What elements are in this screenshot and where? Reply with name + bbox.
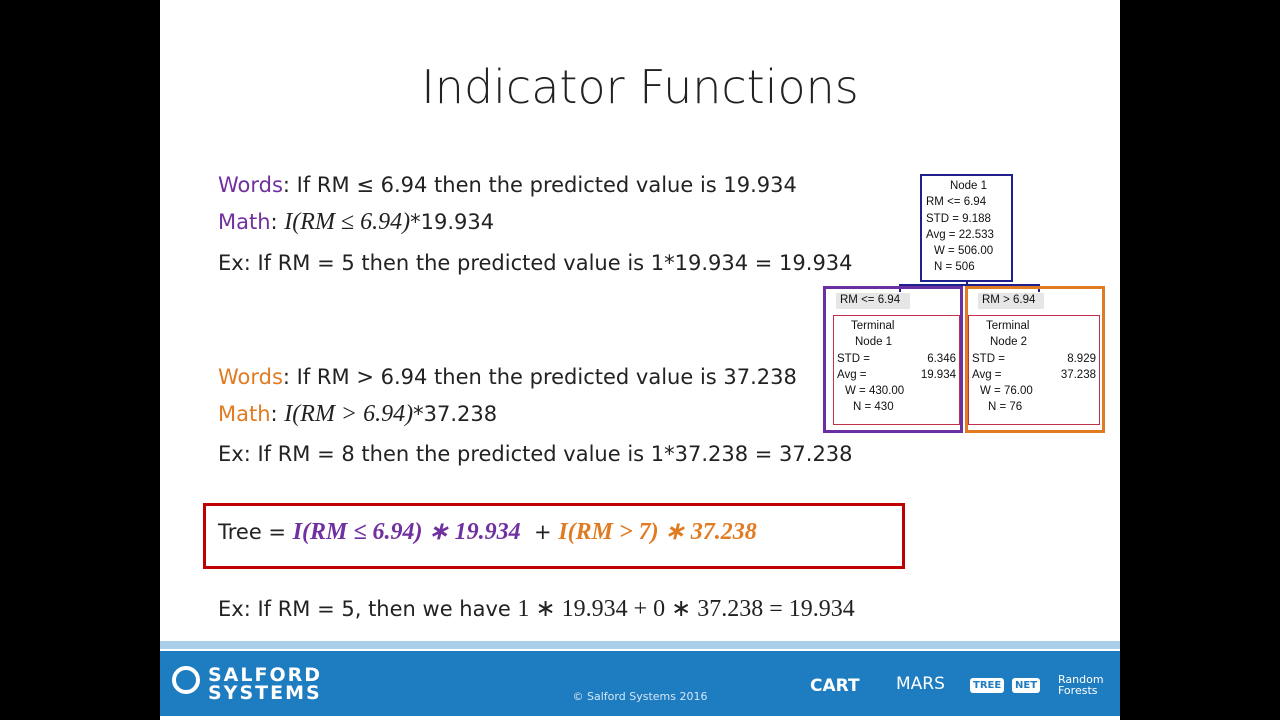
math-expr: I(RM ≤ 6.94) xyxy=(284,209,411,235)
math-rest: *37.238 xyxy=(413,402,498,426)
node-1: Node 1 RM <= 6.94 STD = 9.188 Avg = 22.533 W… xyxy=(920,174,1013,282)
row-value: 19.934 xyxy=(920,368,956,381)
words-label: Words xyxy=(218,173,283,197)
terminal-frame xyxy=(823,286,963,433)
logo: MARS xyxy=(896,674,945,694)
math-line: Math: I(RM ≤ 6.94)*19.934 xyxy=(218,209,494,236)
words-line: Words: If RM ≤ 6.94 then the predicted v… xyxy=(218,173,797,197)
row-value: 37.238 xyxy=(1060,368,1096,381)
split-label: RM <= 6.94 xyxy=(836,293,910,309)
formula-term: I(RM ≤ 6.94) ∗ 19.934 xyxy=(292,519,521,545)
title: Indicator Functions xyxy=(421,60,859,114)
formula-prefix: Tree = xyxy=(218,520,293,544)
node-title: Terminal xyxy=(851,320,895,332)
math-line: Math: I(RM > 6.94)*37.238 xyxy=(218,401,497,428)
node-line: STD = 9.188 xyxy=(926,212,991,225)
node-line: W = 76.00 xyxy=(980,385,1033,398)
logo-icon xyxy=(172,666,200,694)
math-rest: *19.934 xyxy=(410,210,495,234)
row-label: Avg = xyxy=(837,368,867,381)
brand-line: SALFORD xyxy=(208,664,323,686)
node-line: N = 430 xyxy=(853,401,894,414)
example: Ex: If RM = 8 then the predicted value i… xyxy=(218,442,853,466)
node-line: N = 506 xyxy=(934,261,975,274)
logo: NET xyxy=(1012,678,1041,693)
math-label: Math xyxy=(218,210,271,234)
brand: SALFORD SYSTEMS xyxy=(208,664,323,704)
split-label: RM > 6.94 xyxy=(978,293,1044,309)
formula-box xyxy=(203,503,905,569)
math-expr: I(RM > 6.94) xyxy=(284,401,414,427)
row-value: 8.929 xyxy=(1067,352,1096,365)
node-line: Node 1 xyxy=(949,180,988,192)
node-line: W = 506.00 xyxy=(934,245,994,258)
words-label: Words xyxy=(218,365,283,389)
row-label: STD = xyxy=(837,352,870,365)
words-line: Words: If RM > 6.94 then the predicted v… xyxy=(218,365,797,389)
row-label: Avg = xyxy=(972,368,1002,381)
footer-band xyxy=(160,651,1120,716)
brand-line: SYSTEMS xyxy=(208,682,322,704)
logo: TREE xyxy=(970,678,1005,693)
node-line: W = 430.00 xyxy=(845,385,905,398)
row-value: 6.346 xyxy=(927,352,956,365)
math-colon: : xyxy=(270,402,278,426)
example: Ex: If RM = 5 then the predicted value i… xyxy=(218,251,853,275)
tree-formula: Tree = I(RM ≤ 6.94) ∗ 19.934 + I(RM > 7)… xyxy=(218,517,757,546)
node-row: Avg = 37.238 xyxy=(972,367,1096,383)
node-row: STD = 6.346 xyxy=(837,351,956,367)
formula-plus: + xyxy=(534,520,552,544)
node-title: Terminal xyxy=(986,320,1030,332)
words-text: : If RM > 6.94 then the predicted value … xyxy=(282,365,797,389)
node-row: Avg = 19.934 xyxy=(837,367,956,383)
example-text: Ex: If RM = 5, then we have xyxy=(218,597,511,621)
connector xyxy=(966,282,968,288)
node-line: N = 76 xyxy=(988,401,1023,414)
example-math: 1 ∗ 19.934 + 0 ∗ 37.238 = 19.934 xyxy=(517,596,855,622)
math-colon: : xyxy=(270,210,278,234)
terminal-node: Terminal Node 2 STD = 8.929 Avg = 37.238 W = 7… xyxy=(968,315,1100,425)
final-example: Ex: If RM = 5, then we have 1 ∗ 19.934 +… xyxy=(218,594,855,623)
node-title: Node 1 xyxy=(855,336,893,349)
logo: Random Forests xyxy=(1058,673,1104,697)
node-row: STD = 8.929 xyxy=(972,351,1096,367)
node-line: Avg = 22.533 xyxy=(926,228,994,241)
formula-term: I(RM > 7) ∗ 37.238 xyxy=(558,519,757,545)
slide: Indicator Functions Words: If RM ≤ 6.94 … xyxy=(160,0,1120,720)
words-text: : If RM ≤ 6.94 then the predicted value … xyxy=(282,173,797,197)
copyright: © Salford Systems 2016 xyxy=(572,690,708,703)
terminal-node: Terminal Node 1 STD = 6.346 Avg = 19.934 W = 4… xyxy=(833,315,960,425)
terminal-frame xyxy=(965,286,1105,433)
row-label: STD = xyxy=(972,352,1005,365)
footer-stripe xyxy=(160,641,1120,649)
node-title: Node 2 xyxy=(990,336,1028,349)
node-line: RM <= 6.94 xyxy=(926,196,987,209)
math-label: Math xyxy=(218,402,271,426)
logo: CART xyxy=(810,676,860,696)
